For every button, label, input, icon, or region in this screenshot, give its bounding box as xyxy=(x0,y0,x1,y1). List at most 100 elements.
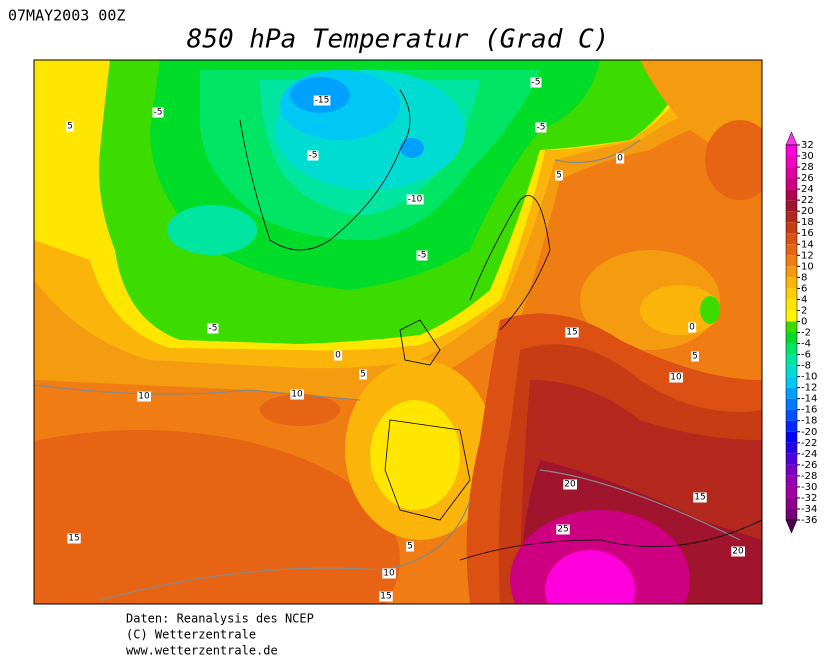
contour-label-box xyxy=(67,533,81,544)
contour-label: 5 xyxy=(556,171,562,181)
contour-label: -5 xyxy=(537,123,546,133)
colorbar-label: 10 xyxy=(801,261,814,272)
colorbar-label: -32 xyxy=(801,493,817,504)
colorbar-segment xyxy=(786,222,797,234)
contour-label: 20 xyxy=(732,547,744,557)
contour-label: 20 xyxy=(564,480,576,490)
colorbar-segment xyxy=(786,365,797,377)
colorbar-segment xyxy=(786,145,797,157)
colorbar-label: 18 xyxy=(801,217,814,228)
colorbar-segment xyxy=(786,200,797,212)
contour-label: 10 xyxy=(670,373,682,383)
contour-label-box xyxy=(691,351,699,362)
contour-label-box xyxy=(406,194,424,205)
colorbar-label: 4 xyxy=(801,294,807,305)
colorbar-segment xyxy=(786,255,797,267)
contour-label-box xyxy=(334,350,343,361)
colorbar-segment xyxy=(786,343,797,355)
footer-line: www.wetterzentrale.de xyxy=(126,644,278,657)
colorbar-label: -16 xyxy=(801,405,817,416)
colorbar-segment xyxy=(786,244,797,256)
contour-label: 10 xyxy=(383,569,395,579)
contour-label: 0 xyxy=(689,323,695,333)
contour-label: -5 xyxy=(309,151,318,161)
contour-label-box xyxy=(307,150,319,161)
colorbar-segment xyxy=(786,398,797,410)
colorbar-label: 0 xyxy=(801,316,807,327)
contour-label: -5 xyxy=(154,108,163,118)
colorbar-segment xyxy=(786,464,797,476)
colorbar-segment xyxy=(786,431,797,443)
contour-label-box xyxy=(416,250,428,261)
colorbar-label: -18 xyxy=(801,416,817,427)
colorbar-segment xyxy=(786,387,797,399)
colorbar-label: 28 xyxy=(801,162,814,173)
colorbar-label: -34 xyxy=(801,504,817,515)
colorbar-label: 32 xyxy=(801,140,814,151)
contour-label-box xyxy=(535,122,547,133)
colorbar-segment xyxy=(786,442,797,454)
colorbar-segment xyxy=(786,211,797,223)
colorbar-arrow xyxy=(785,131,798,146)
colorbar-segment xyxy=(786,354,797,366)
contour-label: -10 xyxy=(408,195,423,205)
colorbar-label: -20 xyxy=(801,427,817,438)
contour-label-box xyxy=(565,327,579,338)
contour-label-box xyxy=(359,369,367,380)
colorbar-label: -8 xyxy=(801,361,811,372)
colorbar-label: -30 xyxy=(801,482,817,493)
colorbar-label: 22 xyxy=(801,195,814,206)
contour-label-box xyxy=(530,77,542,88)
colorbar-label: -14 xyxy=(801,394,817,405)
colorbar-segment xyxy=(786,486,797,498)
colorbar-label: -24 xyxy=(801,449,817,460)
contour-label: -15 xyxy=(315,96,330,106)
colorbar-segment xyxy=(786,376,797,388)
colorbar-segment xyxy=(786,277,797,289)
colorbar-label: 12 xyxy=(801,250,814,261)
contour-label: 5 xyxy=(360,370,366,380)
colorbar-segment xyxy=(786,233,797,245)
colorbar-segment xyxy=(786,332,797,344)
footer-line: (C) Wetterzentrale xyxy=(126,628,256,642)
colorbar-label: 8 xyxy=(801,272,807,283)
contour-label: -5 xyxy=(209,324,218,334)
contour-label: 5 xyxy=(692,352,698,362)
colorbar-segment xyxy=(786,453,797,465)
colorbar-segment xyxy=(786,310,797,322)
contour-label: 5 xyxy=(407,542,413,552)
colorbar-label: 30 xyxy=(801,151,814,162)
contour-label-box xyxy=(66,121,74,132)
colorbar-label: -6 xyxy=(801,350,811,361)
colorbar-label: -2 xyxy=(801,328,811,339)
colorbar-label: -22 xyxy=(801,438,817,449)
colorbar-segment xyxy=(786,508,797,520)
contour-label-box xyxy=(669,372,683,383)
date-label: 07MAY2003 00Z xyxy=(8,7,125,25)
footer-line: Daten: Reanalysis des NCEP xyxy=(126,612,314,626)
colorbar-label: 14 xyxy=(801,239,814,250)
contour-label: -5 xyxy=(532,78,541,88)
colorbar-segment xyxy=(786,156,797,168)
colorbar-segment xyxy=(786,288,797,300)
colorbar-label: -36 xyxy=(801,515,817,526)
colorbar-label: 16 xyxy=(801,228,814,239)
contour-labels: 5 -5 -15 -5 -10 -5 -5 0 5 10 10 15 -5 -5 0 5 0 5 10 20 15 25 2… xyxy=(66,77,745,602)
map-title: 850 hPa Temperatur (Grad C) xyxy=(187,25,610,55)
colorbar-label: 26 xyxy=(801,173,814,184)
contour-label-box xyxy=(290,389,304,400)
colorbar: 32302826242220181614121086420-2-4-6-8-10… xyxy=(785,131,817,534)
contour-label: 5 xyxy=(67,122,73,132)
contour-label-box xyxy=(137,391,151,402)
contour-label: 15 xyxy=(380,592,391,602)
map-frame xyxy=(33,59,763,605)
contour-label-box xyxy=(555,170,563,181)
contour-label-box xyxy=(379,591,393,602)
colorbar-arrow xyxy=(785,519,798,534)
contour-label-box xyxy=(207,323,219,334)
colorbar-segment xyxy=(786,475,797,487)
contour-label: 10 xyxy=(291,390,303,400)
contour-label-box xyxy=(688,322,697,333)
colorbar-label: -28 xyxy=(801,471,817,482)
